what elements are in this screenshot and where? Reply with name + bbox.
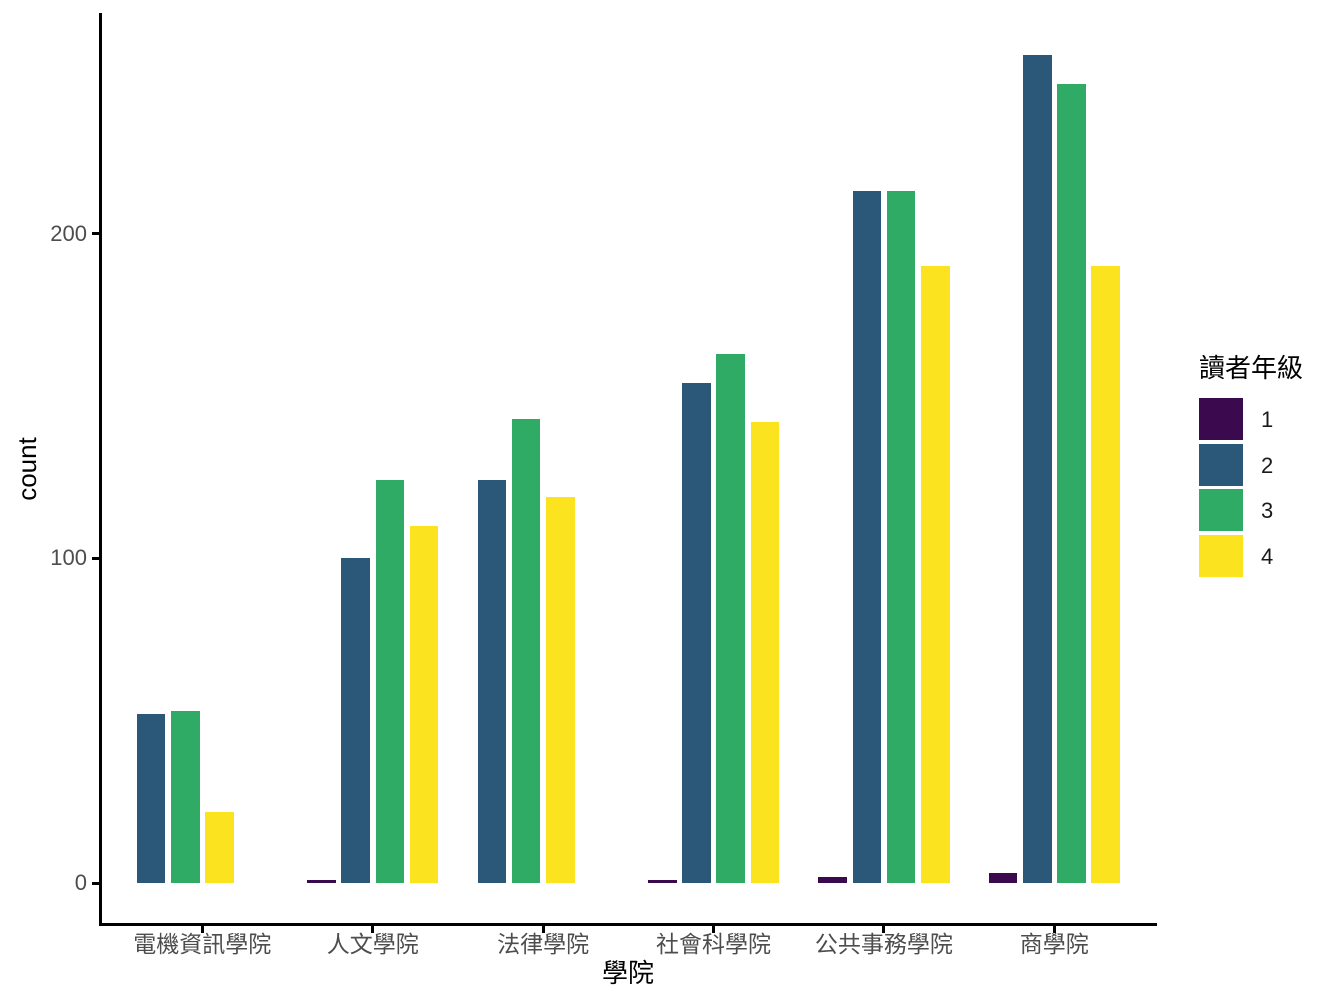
bar-人文學院-grade-1	[307, 879, 336, 883]
y-tick-mark	[92, 232, 99, 235]
bar-社會科學院-grade-4	[750, 421, 779, 883]
x-tick-label: 公共事務學院	[814, 931, 953, 957]
bar-電機資訊學院-grade-2	[136, 714, 166, 883]
x-axis-title: 學院	[601, 958, 655, 988]
bar-商學院-grade-4	[1091, 266, 1120, 883]
legend-swatch-4	[1199, 535, 1243, 578]
x-axis-line	[99, 923, 1157, 926]
bar-法律學院-grade-3	[511, 418, 541, 883]
y-axis-line	[99, 13, 102, 926]
legend-title: 讀者年級	[1199, 353, 1304, 383]
legend-item-1: 1	[1199, 397, 1303, 443]
x-tick-mark	[1052, 926, 1056, 933]
y-tick-mark	[92, 556, 99, 560]
bar-人文學院-grade-2	[341, 558, 370, 884]
bar-商學院-grade-3	[1057, 84, 1086, 883]
bar-社會科學院-grade-2	[682, 382, 711, 883]
y-axis-title: count	[12, 437, 42, 501]
legend-label: 4	[1261, 543, 1274, 569]
bar-商學院-grade-1	[988, 873, 1018, 883]
bar-人文學院-grade-3	[375, 480, 405, 883]
legend-swatch-1	[1199, 398, 1243, 440]
bar-社會科學院-grade-1	[648, 879, 677, 883]
x-tick-mark	[371, 926, 375, 933]
bar-人文學院-grade-4	[409, 525, 439, 883]
bar-公共事務學院-grade-1	[818, 876, 847, 883]
bar-商學院-grade-2	[1023, 54, 1052, 883]
x-tick-label: 社會科學院	[656, 931, 771, 957]
x-tick-mark	[541, 926, 545, 933]
y-tick-label: 0	[74, 870, 87, 895]
legend: 讀者年級 1 2 3 4	[1199, 353, 1303, 580]
legend-label: 1	[1261, 406, 1274, 432]
x-tick-label: 人文學院	[326, 931, 419, 957]
x-tick-label: 電機資訊學院	[133, 931, 272, 957]
legend-label: 2	[1261, 452, 1274, 478]
x-tick-label: 法律學院	[497, 931, 590, 957]
bar-公共事務學院-grade-4	[921, 266, 950, 883]
legend-item-4: 4	[1199, 534, 1303, 580]
x-tick-mark	[712, 926, 715, 933]
x-tick-label: 商學院	[1019, 931, 1089, 957]
legend-label: 3	[1261, 498, 1274, 524]
y-tick-label: 100	[50, 545, 87, 571]
legend-item-2: 2	[1199, 443, 1303, 489]
bar-公共事務學院-grade-2	[852, 191, 882, 883]
legend-item-3: 3	[1199, 488, 1303, 534]
bar-公共事務學院-grade-3	[886, 191, 916, 883]
y-tick-label: 200	[50, 220, 87, 246]
legend-items: 1 2 3 4	[1199, 397, 1303, 580]
legend-swatch-3	[1199, 489, 1243, 532]
bar-社會科學院-grade-3	[716, 353, 745, 883]
x-tick-mark	[200, 926, 204, 933]
bar-法律學院-grade-4	[546, 496, 575, 883]
bar-法律學院-grade-2	[477, 480, 507, 883]
legend-swatch-2	[1199, 443, 1243, 486]
bar-電機資訊學院-grade-4	[205, 811, 234, 883]
y-tick-mark	[92, 881, 99, 885]
bar-電機資訊學院-grade-3	[171, 710, 200, 883]
x-tick-mark	[882, 926, 886, 933]
